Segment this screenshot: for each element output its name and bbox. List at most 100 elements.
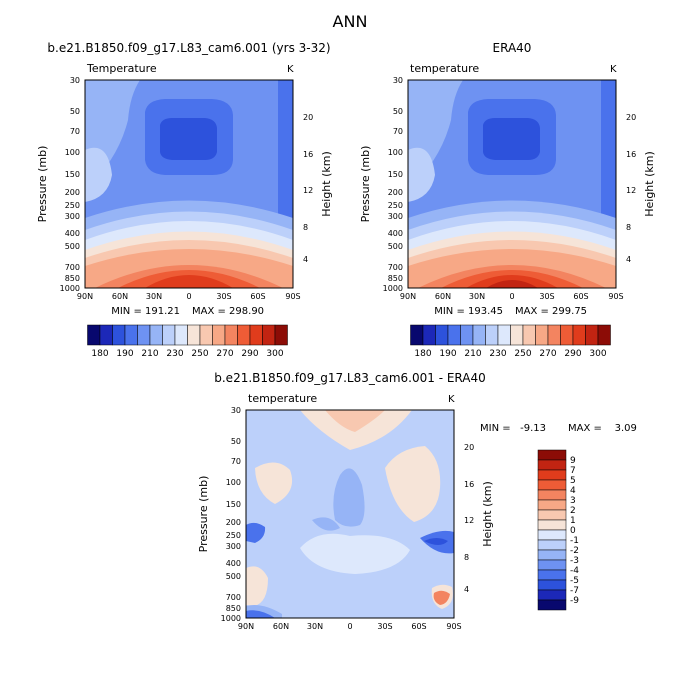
colorbar-swatch [472, 324, 486, 346]
colorbar-swatch [537, 529, 567, 541]
y2-tick-label: 16 [626, 150, 636, 159]
y-tick-label: 250 [226, 531, 241, 540]
colorbar-swatch [422, 324, 436, 346]
x-tick-label: 60S [250, 292, 265, 301]
colorbar-label: 250 [191, 349, 208, 359]
colorbar-swatch [237, 324, 251, 346]
colorbar-swatch [572, 324, 586, 346]
colorbar-difference: 9 7 5 4 3 2 1 0 -1 -2 -3 -4 -5 -7 -9 [537, 449, 579, 611]
colorbar-swatch [460, 324, 474, 346]
x-tick-label: 30S [539, 292, 554, 301]
x-tick-label: 0 [509, 292, 514, 301]
y-tick-label: 100 [226, 478, 241, 487]
colorbar-obs-swatches [410, 324, 611, 346]
y2-tick-label: 8 [626, 223, 631, 232]
colorbar-swatch [274, 324, 288, 346]
y-tick-label: 700 [65, 263, 80, 272]
colorbar-label: 180 [91, 349, 108, 359]
colorbar-label: 250 [514, 349, 531, 359]
colorbar-label: -9 [570, 596, 579, 606]
colorbar-swatch [537, 569, 567, 581]
colorbar-label: 0 [570, 526, 576, 536]
colorbar-label: 190 [116, 349, 133, 359]
colorbar-swatch [124, 324, 138, 346]
y-tick-label: 400 [65, 229, 80, 238]
y-tick-label: 250 [388, 201, 403, 210]
panel-difference-title: b.e21.B1850.f09_g17.L83_cam6.001 - ERA40 [214, 371, 486, 385]
panel-difference-y2ticks: 20 16 12 8 4 [464, 443, 474, 594]
panel-difference-y2label: Height (km) [481, 481, 494, 547]
colorbar-swatch [597, 324, 611, 346]
y2-tick-label: 12 [626, 186, 636, 195]
colorbar-swatch [537, 489, 567, 501]
colorbar-label: 290 [241, 349, 258, 359]
y-tick-label: 30 [393, 76, 403, 85]
colorbar-obs: 180 190 210 230 250 270 290 300 [410, 324, 611, 359]
panel-obs-units: K [610, 64, 617, 75]
panel-obs-y2label: Height (km) [643, 151, 656, 217]
x-tick-label: 60N [273, 622, 289, 631]
colorbar-swatch [174, 324, 188, 346]
y2-tick-label: 4 [626, 255, 631, 264]
colorbar-label: -4 [570, 566, 579, 576]
x-tick-label: 30N [146, 292, 162, 301]
colorbar-swatch [522, 324, 536, 346]
colorbar-label: 5 [570, 476, 576, 486]
panel-difference-min: MIN = -9.13 [480, 423, 546, 434]
colorbar-label: 3 [570, 496, 576, 506]
colorbar-swatch [585, 324, 599, 346]
y2-tick-label: 16 [303, 150, 313, 159]
x-tick-label: 0 [347, 622, 352, 631]
panel-obs-max: MAX = 299.75 [515, 306, 587, 317]
y2-tick-label: 4 [464, 585, 469, 594]
y-tick-label: 700 [226, 593, 241, 602]
y-tick-label: 1000 [60, 284, 80, 293]
x-tick-label: 90N [238, 622, 254, 631]
x-tick-label: 90N [400, 292, 416, 301]
colorbar-label: 210 [141, 349, 158, 359]
colorbar-model-labels: 180 190 210 230 250 270 290 300 [91, 349, 283, 359]
y2-tick-label: 4 [303, 255, 308, 264]
panel-obs-xticks: 90N 60N 30N 0 30S 60S 90S [400, 292, 624, 301]
colorbar-swatch [547, 324, 561, 346]
colorbar-label: 300 [266, 349, 283, 359]
colorbar-swatch [560, 324, 574, 346]
colorbar-label: 9 [570, 456, 576, 466]
colorbar-swatch [149, 324, 163, 346]
colorbar-label: 300 [589, 349, 606, 359]
colorbar-label: 230 [166, 349, 183, 359]
colorbar-swatch [187, 324, 201, 346]
colorbar-label: 270 [539, 349, 556, 359]
panel-difference: b.e21.B1850.f09_g17.L83_cam6.001 - ERA40… [197, 371, 637, 631]
x-tick-label: 60S [411, 622, 426, 631]
colorbar-swatch [137, 324, 151, 346]
y-tick-label: 150 [65, 170, 80, 179]
colorbar-swatch [537, 589, 567, 601]
y2-tick-label: 8 [303, 223, 308, 232]
panel-model-ylabel: Pressure (mb) [36, 146, 49, 223]
colorbar-swatch [199, 324, 213, 346]
panel-model-min: MIN = 191.21 [111, 306, 180, 317]
y2-tick-label: 12 [303, 186, 313, 195]
colorbar-label: 7 [570, 466, 576, 476]
colorbar-swatch [537, 469, 567, 481]
x-tick-label: 90S [446, 622, 461, 631]
colorbar-swatch [87, 324, 101, 346]
y-tick-label: 30 [231, 406, 241, 415]
y-tick-label: 50 [393, 107, 403, 116]
colorbar-swatch [537, 499, 567, 511]
panel-model-y2label: Height (km) [320, 151, 333, 217]
x-tick-label: 90S [608, 292, 623, 301]
colorbar-swatch [212, 324, 226, 346]
colorbar-swatch [537, 539, 567, 551]
y-tick-label: 850 [65, 274, 80, 283]
colorbar-label: -2 [570, 546, 579, 556]
colorbar-swatch [485, 324, 499, 346]
panel-obs-variable: temperature [410, 62, 479, 75]
colorbar-swatch [447, 324, 461, 346]
colorbar-label: -1 [570, 536, 579, 546]
panel-difference-units: K [448, 394, 455, 405]
colorbar-swatch [249, 324, 263, 346]
colorbar-swatch [537, 459, 567, 471]
y2-tick-label: 20 [626, 113, 636, 122]
